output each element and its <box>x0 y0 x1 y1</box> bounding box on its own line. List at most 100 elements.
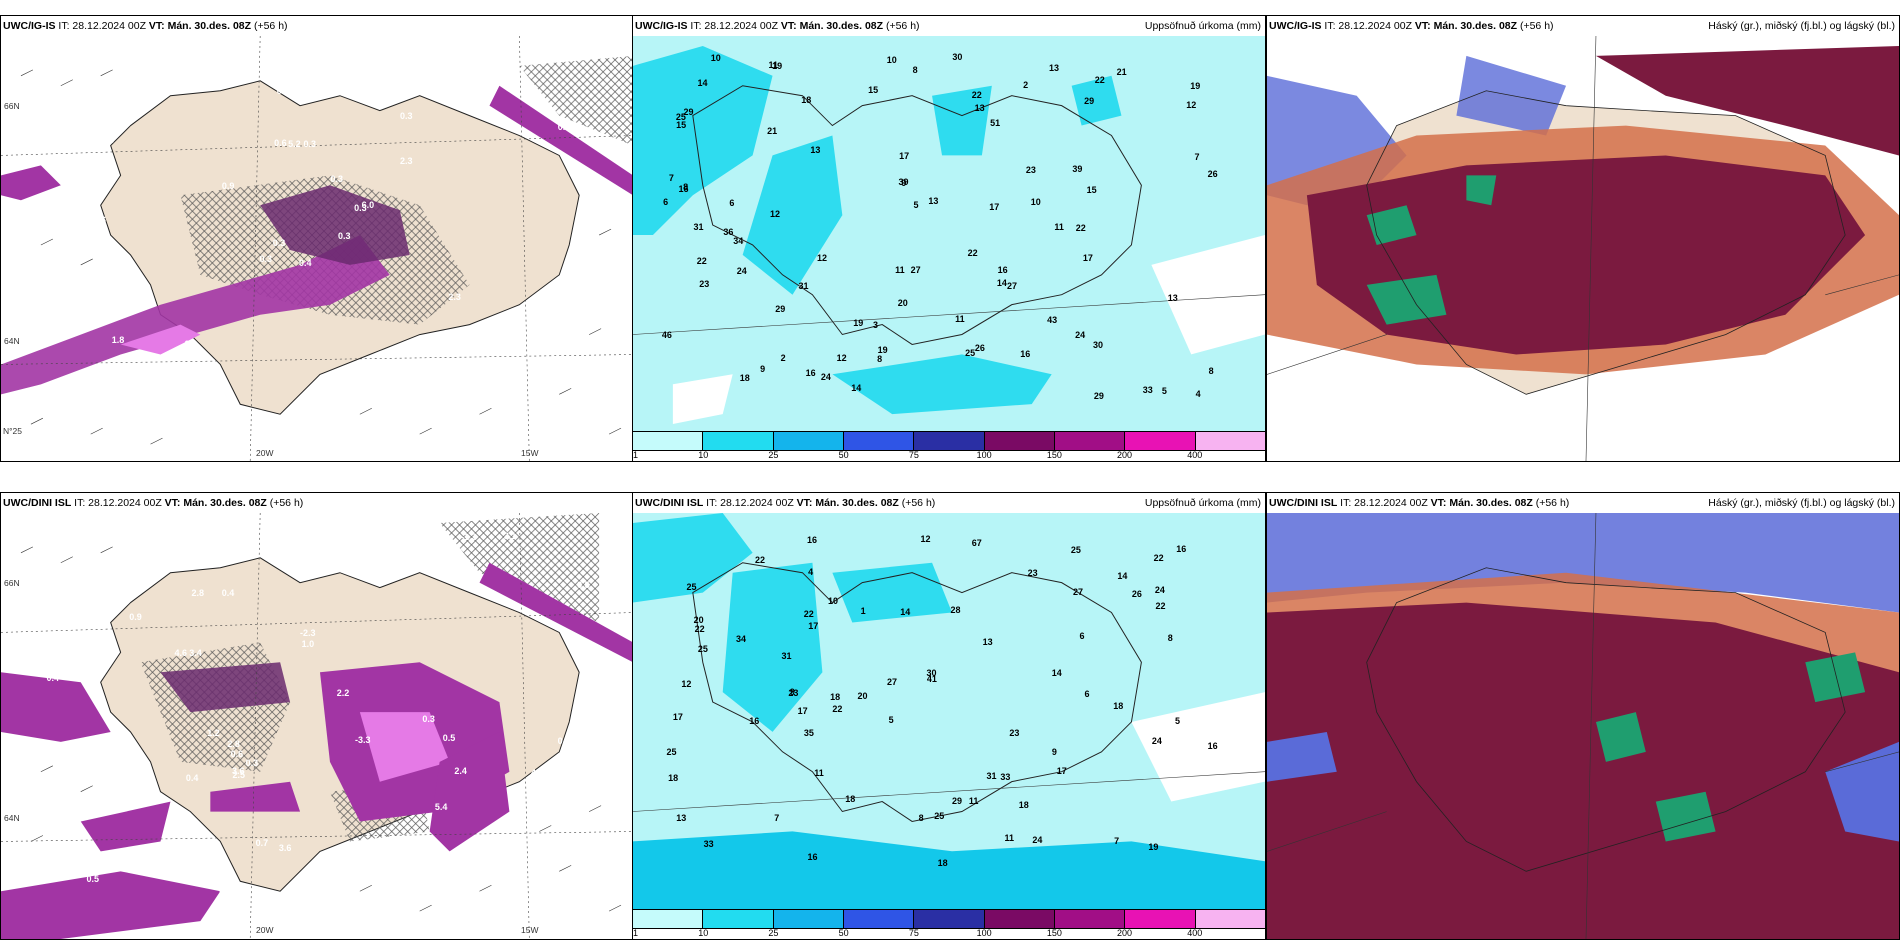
map-value-label: 6 <box>729 197 735 208</box>
map-value-label: 31 <box>986 770 997 781</box>
map-value-label: 30 <box>1092 339 1103 350</box>
map-value-label: 31 <box>798 281 809 292</box>
map-value-label: 14 <box>1051 668 1062 679</box>
map-value-label: 17 <box>797 706 808 717</box>
map-value-label: 25 <box>686 581 697 592</box>
map-value-label: 27 <box>1007 280 1018 291</box>
map-value-label: 5 <box>888 714 894 725</box>
map-value-label: 0.3 <box>391 80 405 91</box>
colorbar-swatch <box>773 432 844 450</box>
grid-lines <box>1267 513 1899 939</box>
hatched-area <box>439 513 600 623</box>
map-value-label: 9 <box>1051 747 1057 758</box>
dry-area <box>1151 234 1265 355</box>
colorbar-swatch <box>1054 910 1126 928</box>
map-value-label: 5 <box>1161 385 1167 396</box>
map-value-label: 3.4 <box>189 648 202 659</box>
iceland-coastline <box>692 85 1142 345</box>
panel-header: UWC/DINI ISL IT: 28.12.2024 00Z VT: Mán.… <box>633 493 1265 513</box>
map-value-label: 14 <box>996 277 1007 288</box>
model-label: UWC/IG-IS <box>1269 20 1322 32</box>
map-value-label: 0.3 <box>219 886 232 897</box>
map-area[interactable] <box>1267 513 1899 939</box>
map-value-label: 14 <box>851 382 862 393</box>
map-value-label: 0.2 <box>276 85 290 96</box>
precip-patch <box>633 513 753 603</box>
map-value-label: 18 <box>739 373 750 384</box>
map-value-label: 0.3 <box>337 231 351 242</box>
map-area[interactable]: 6 8 39 19 25 33 36 51 17 21 13 17 10 15 21 29 26 31 22 20 43… <box>633 36 1265 431</box>
precip-map <box>633 513 1265 909</box>
map-value-label: 6 <box>1079 630 1085 641</box>
cloud-green <box>1595 712 1646 762</box>
map-value-label: 14 <box>900 607 911 618</box>
colorbar-tick: 50 <box>838 450 849 460</box>
map-value-label: 2.5 <box>232 769 245 780</box>
map-value-label: 10 <box>710 53 721 64</box>
map-value-label: 5 <box>913 199 919 210</box>
map-area[interactable]: 67 41 18 31 20 23 25 22 17 33 5 9 11 22 28 14 6 8 13 35 25 24… <box>633 513 1265 909</box>
lat-label: 66N <box>4 101 20 111</box>
map-value-label: 0.4 <box>51 589 65 600</box>
map-area[interactable]: 66N 64N 20W 15W N°25 0.4 0.5 0.3 0.3 0.3 0.3 0… <box>1 36 633 461</box>
map-value-label: 2.8 <box>227 739 240 750</box>
temp-map <box>1 36 633 461</box>
map-area[interactable] <box>1267 36 1899 461</box>
lon-label: 15W <box>521 925 539 935</box>
init-label: IT: 28.12.2024 00Z <box>58 20 146 32</box>
lon-label: 20W <box>256 925 274 935</box>
cloud-green <box>1655 791 1716 842</box>
map-value-label: 28 <box>950 604 961 615</box>
map-value-label: 18 <box>668 773 679 784</box>
map-value-label: 0.5 <box>577 580 590 591</box>
map-value-label: 16 <box>678 184 689 195</box>
colorbar-tick: 1 <box>633 928 639 938</box>
colorbar-swatch <box>1054 432 1126 450</box>
colorbar: 1 10 25 50 75 100 150 200 400 <box>633 909 1265 939</box>
map-value-label: 1 <box>860 606 866 617</box>
colorbar-swatch <box>914 432 985 450</box>
map-value-label: 12 <box>681 678 692 689</box>
wind-barbs <box>20 546 622 912</box>
value-labels: 67 41 18 31 20 23 25 22 17 33 5 9 11 22 28 14 6 8 13 35 25 24… <box>633 513 1265 909</box>
colorbar: 1 10 25 50 75 100 150 200 400 <box>633 431 1265 461</box>
map-value-label: 21 <box>1116 66 1127 77</box>
map-value-label: 2.3 <box>399 155 413 166</box>
colorbar-ticks: 1 10 25 50 75 100 150 200 400 <box>633 927 1265 939</box>
map-value-label: 4.8 <box>530 767 544 778</box>
valid-label: VT: Mán. 30.des. 08Z <box>148 20 252 32</box>
colorbar-tick: 400 <box>1187 928 1203 938</box>
map-value-label: 8 <box>918 813 924 824</box>
map-value-label: 23 <box>788 688 799 699</box>
map-area[interactable]: 66N 64N 20W 15W 0.4 0.3 0.3 0.3 0.3 0.3 0.4 0.3… <box>1 513 633 939</box>
init-label: IT: 28.12.2024 00Z <box>1340 497 1428 509</box>
colorbar-tick: 1 <box>633 450 639 460</box>
corner-label: N°25 <box>3 426 22 436</box>
panel-title: Háský (gr.), miðský (fj.bl.) og lágský (… <box>1708 497 1895 509</box>
map-value-label: 4.6 <box>174 647 188 658</box>
map-value-label: 20 <box>857 690 868 701</box>
map-value-label: 8 <box>1167 633 1173 644</box>
map-value-label: 12 <box>817 253 828 264</box>
cloud-map <box>1267 513 1899 939</box>
map-value-label: 8 <box>683 181 689 192</box>
temp-blob <box>429 731 510 852</box>
temp-band <box>1 235 390 395</box>
colorbar-tick: 150 <box>1046 450 1062 460</box>
map-value-label: 0.3 <box>330 173 344 184</box>
colorbar-tick: 50 <box>838 928 849 938</box>
map-value-label: 2.9 <box>325 890 339 901</box>
map-value-label: 17 <box>808 621 819 632</box>
high-cloud <box>1267 602 1899 939</box>
colorbar-swatch <box>703 910 774 928</box>
colorbar-swatch <box>633 432 704 450</box>
map-value-label: 16 <box>1207 741 1218 752</box>
lat-label: 64N <box>4 336 20 346</box>
map-value-label: 17 <box>1082 253 1093 264</box>
map-value-label: 4 <box>808 566 814 577</box>
map-value-label: 8 <box>877 353 883 364</box>
map-value-label: 22 <box>1155 601 1166 612</box>
map-value-label: 20 <box>693 614 704 625</box>
map-value-label: 22 <box>832 704 843 715</box>
map-value-label: 0.3 <box>400 110 413 121</box>
